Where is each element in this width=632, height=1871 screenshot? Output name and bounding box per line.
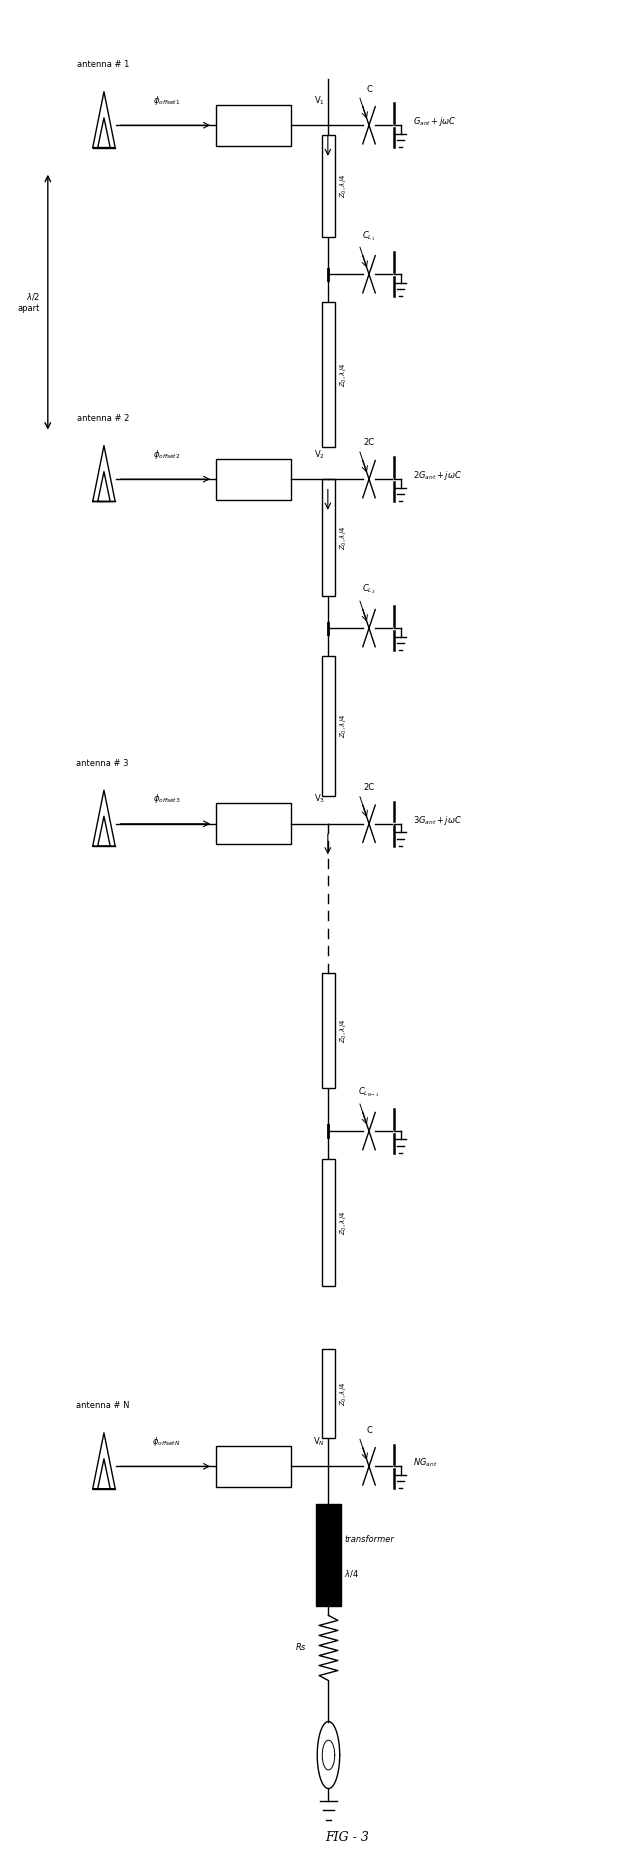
Text: $Z_0, \lambda/4$: $Z_0, \lambda/4$ [339, 1211, 349, 1235]
Text: $Z_0, \lambda/4$: $Z_0, \lambda/4$ [339, 1018, 349, 1042]
Text: $C_{L_2}$: $C_{L_2}$ [362, 584, 375, 597]
Text: V$_3$: V$_3$ [314, 793, 325, 805]
Text: FIG - 3: FIG - 3 [325, 1832, 369, 1845]
Text: $\phi_{offset2}$: $\phi_{offset2}$ [153, 447, 180, 460]
Bar [322, 1158, 336, 1285]
Bar [322, 135, 336, 238]
Text: 2C: 2C [363, 784, 375, 791]
Text: $\phi_{offsetN}$: $\phi_{offsetN}$ [152, 1435, 181, 1448]
Text: $G_{ant}+j\omega C$: $G_{ant}+j\omega C$ [413, 114, 457, 127]
Text: 2C: 2C [363, 438, 375, 447]
Text: $Z_0, \lambda/4$: $Z_0, \lambda/4$ [339, 363, 349, 387]
Text: $2G_{ant}+j\omega C$: $2G_{ant}+j\omega C$ [413, 470, 462, 483]
Text: antenna # 3: antenna # 3 [76, 760, 129, 767]
Bar [322, 973, 336, 1089]
Text: $\phi_{offset3}$: $\phi_{offset3}$ [152, 791, 180, 805]
Bar [216, 803, 291, 844]
Text: $\lambda/4$: $\lambda/4$ [344, 1568, 359, 1579]
Text: $Z_0, \lambda/4$: $Z_0, \lambda/4$ [339, 174, 349, 198]
Text: $Z_0, \lambda/4$: $Z_0, \lambda/4$ [339, 713, 349, 739]
Text: V$_2$: V$_2$ [314, 447, 325, 460]
Text: V$_1$: V$_1$ [314, 94, 325, 107]
Bar [322, 479, 336, 597]
Text: antenna # 1: antenna # 1 [76, 60, 129, 69]
Bar [322, 657, 336, 795]
Bar [216, 458, 291, 500]
Bar [322, 303, 336, 447]
Text: $C_{L_1}$: $C_{L_1}$ [362, 228, 375, 243]
Text: $Z_0, \lambda/4$: $Z_0, \lambda/4$ [339, 526, 349, 550]
Text: V$_N$: V$_N$ [313, 1435, 325, 1448]
Bar [316, 1504, 341, 1605]
Text: C: C [366, 1426, 372, 1435]
Text: antenna # 2: antenna # 2 [76, 413, 129, 423]
Text: $Z_0, \lambda/4$: $Z_0, \lambda/4$ [339, 1381, 349, 1405]
Text: Rs: Rs [295, 1643, 305, 1652]
Text: $\phi_{offset1}$: $\phi_{offset1}$ [153, 94, 180, 107]
Bar [322, 1349, 336, 1439]
Bar [216, 1446, 291, 1487]
Text: $NG_{ant}$: $NG_{ant}$ [413, 1456, 438, 1469]
Text: $\lambda/2$
apart: $\lambda/2$ apart [18, 292, 40, 312]
Text: $C_{L_{N-1}}$: $C_{L_{N-1}}$ [358, 1085, 380, 1100]
Text: transformer: transformer [344, 1536, 394, 1544]
Text: C: C [366, 84, 372, 94]
Bar [216, 105, 291, 146]
Text: antenna # N: antenna # N [76, 1401, 130, 1411]
Text: $3G_{ant}+j\omega C$: $3G_{ant}+j\omega C$ [413, 814, 462, 827]
